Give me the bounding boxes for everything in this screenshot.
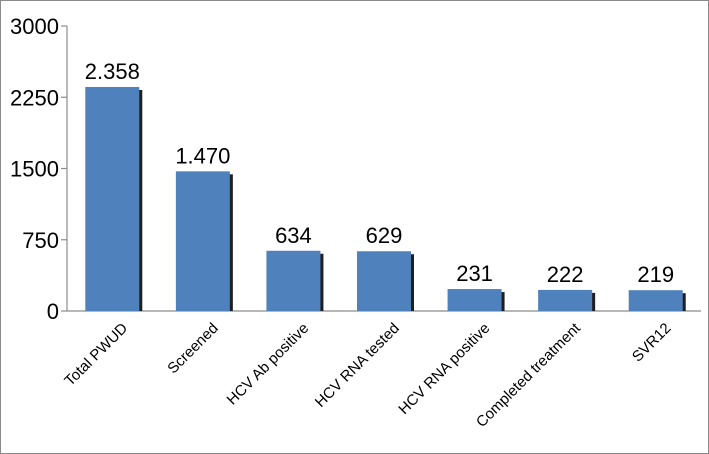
y-axis-ticks: 0 750 1500 2250 3000 [10, 14, 67, 324]
y-tick-label: 750 [22, 228, 59, 253]
y-tick-label: 1500 [10, 157, 59, 182]
data-label: 231 [456, 261, 493, 286]
data-labels: 2.358 1.470 634 629 231 222 219 [85, 59, 674, 287]
category-label: HCV Ab positive [224, 320, 313, 409]
data-label: 634 [275, 223, 312, 248]
category-labels: Total PWUD Screened HCV Ab positive HCV RNA… [61, 319, 674, 431]
category-label: HCV RNA tested [312, 320, 403, 411]
data-label: 222 [547, 262, 584, 287]
y-tick-label: 0 [47, 299, 59, 324]
category-label: Total PWUD [61, 320, 131, 390]
y-tick-label: 2250 [10, 85, 59, 110]
category-label: HCV RNA positive [395, 320, 493, 418]
bar [85, 86, 140, 312]
bar [266, 250, 321, 311]
bar [447, 289, 502, 311]
category-label: Screened [164, 320, 221, 377]
y-tick-label: 3000 [10, 14, 59, 39]
category-label: Completed treatment [473, 319, 585, 431]
data-label: 219 [637, 262, 674, 287]
data-label: 1.470 [175, 143, 230, 168]
bars [85, 86, 686, 312]
bar [628, 290, 683, 311]
data-label: 629 [366, 223, 403, 248]
data-label: 2.358 [85, 59, 140, 84]
bar [175, 171, 230, 311]
category-label: SVR12 [629, 320, 675, 366]
bar [357, 251, 411, 311]
bar [538, 289, 593, 311]
